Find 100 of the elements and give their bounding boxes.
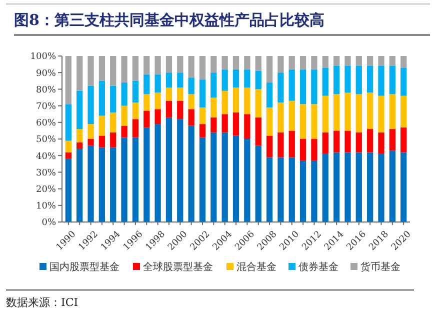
- bar: [278, 157, 284, 222]
- bar: [121, 126, 128, 138]
- bar: [154, 74, 161, 93]
- bar: [232, 112, 240, 136]
- bar: [154, 124, 161, 222]
- bar: [222, 90, 228, 114]
- bar: [199, 137, 206, 222]
- y-tick-label: 70%: [36, 102, 56, 112]
- bar: [300, 104, 306, 139]
- bar: [288, 69, 295, 101]
- bar: [278, 56, 284, 73]
- y-tick-label: 0%: [42, 218, 56, 228]
- bar: [177, 88, 184, 101]
- bar: [166, 72, 172, 88]
- bar: [378, 154, 384, 222]
- bar: [344, 130, 351, 152]
- bar: [322, 56, 328, 68]
- bar: [110, 86, 116, 112]
- legend-label: 国内股票型基金: [50, 261, 120, 273]
- bar: [344, 152, 351, 222]
- bar: [400, 68, 407, 96]
- bar: [210, 132, 217, 222]
- bar: [76, 56, 83, 91]
- bar: [166, 100, 172, 118]
- bar: [300, 139, 306, 161]
- bar: [344, 92, 351, 131]
- bar: [144, 74, 150, 94]
- bar: [366, 129, 374, 152]
- bar: [210, 117, 217, 132]
- bar: [88, 146, 94, 222]
- bar: [333, 66, 340, 94]
- bar: [166, 56, 172, 73]
- bar: [278, 72, 284, 102]
- bar: [322, 132, 328, 154]
- bar: [244, 139, 250, 222]
- bar: [177, 119, 184, 222]
- bar: [98, 116, 106, 136]
- y-tick-label: 30%: [36, 168, 56, 178]
- bar: [288, 100, 295, 131]
- bar: [266, 136, 273, 158]
- bar: [121, 137, 128, 222]
- bar: [232, 56, 240, 70]
- bar: [121, 56, 128, 83]
- bar: [76, 148, 83, 222]
- bar: [65, 152, 72, 159]
- bar: [65, 140, 72, 152]
- bar: [121, 82, 128, 106]
- bar: [356, 56, 362, 66]
- bar: [366, 152, 374, 222]
- bar: [154, 56, 161, 74]
- y-tick-label: 100%: [30, 52, 56, 62]
- bar: [210, 56, 217, 73]
- bar: [333, 56, 340, 66]
- bar: [300, 56, 306, 70]
- bar: [344, 66, 351, 93]
- bar: [110, 132, 116, 148]
- bar: [244, 88, 250, 114]
- bar: [300, 69, 306, 104]
- bar: [76, 90, 83, 130]
- bar: [110, 147, 116, 222]
- bar: [132, 137, 139, 222]
- bar: [154, 92, 161, 110]
- bar: [110, 112, 116, 132]
- bar: [366, 92, 374, 130]
- bar: [322, 96, 328, 132]
- bar: [400, 56, 407, 68]
- y-tick-label: 10%: [36, 202, 56, 212]
- bar: [222, 114, 228, 132]
- bar: [177, 100, 184, 120]
- bar: [344, 56, 351, 66]
- bar: [188, 56, 194, 78]
- bar: [65, 56, 72, 104]
- bar: [222, 56, 228, 70]
- bar: [65, 158, 72, 222]
- bar: [232, 69, 240, 88]
- bar: [244, 69, 250, 88]
- bar: [266, 56, 273, 83]
- bar: [288, 130, 295, 158]
- bar: [356, 152, 362, 222]
- bar: [188, 109, 194, 126]
- bar: [144, 94, 150, 111]
- chart-title: 图8：第三支柱共同基金中权益性产品占比较高: [14, 11, 324, 29]
- bar: [300, 160, 306, 222]
- bar: [199, 107, 206, 124]
- bar: [266, 157, 273, 222]
- y-tick-label: 90%: [36, 68, 56, 79]
- y-tick-label: 80%: [36, 85, 56, 96]
- bar: [311, 56, 318, 70]
- bar: [188, 94, 194, 110]
- bar: [356, 94, 362, 132]
- bar: [199, 79, 206, 108]
- bar: [199, 124, 206, 138]
- bar: [244, 56, 250, 70]
- bar: [378, 56, 384, 66]
- bar: [400, 96, 407, 128]
- y-tick-label: 50%: [36, 135, 56, 146]
- bar: [288, 157, 295, 222]
- bar: [98, 147, 106, 222]
- bar: [177, 72, 184, 88]
- bar: [166, 88, 172, 101]
